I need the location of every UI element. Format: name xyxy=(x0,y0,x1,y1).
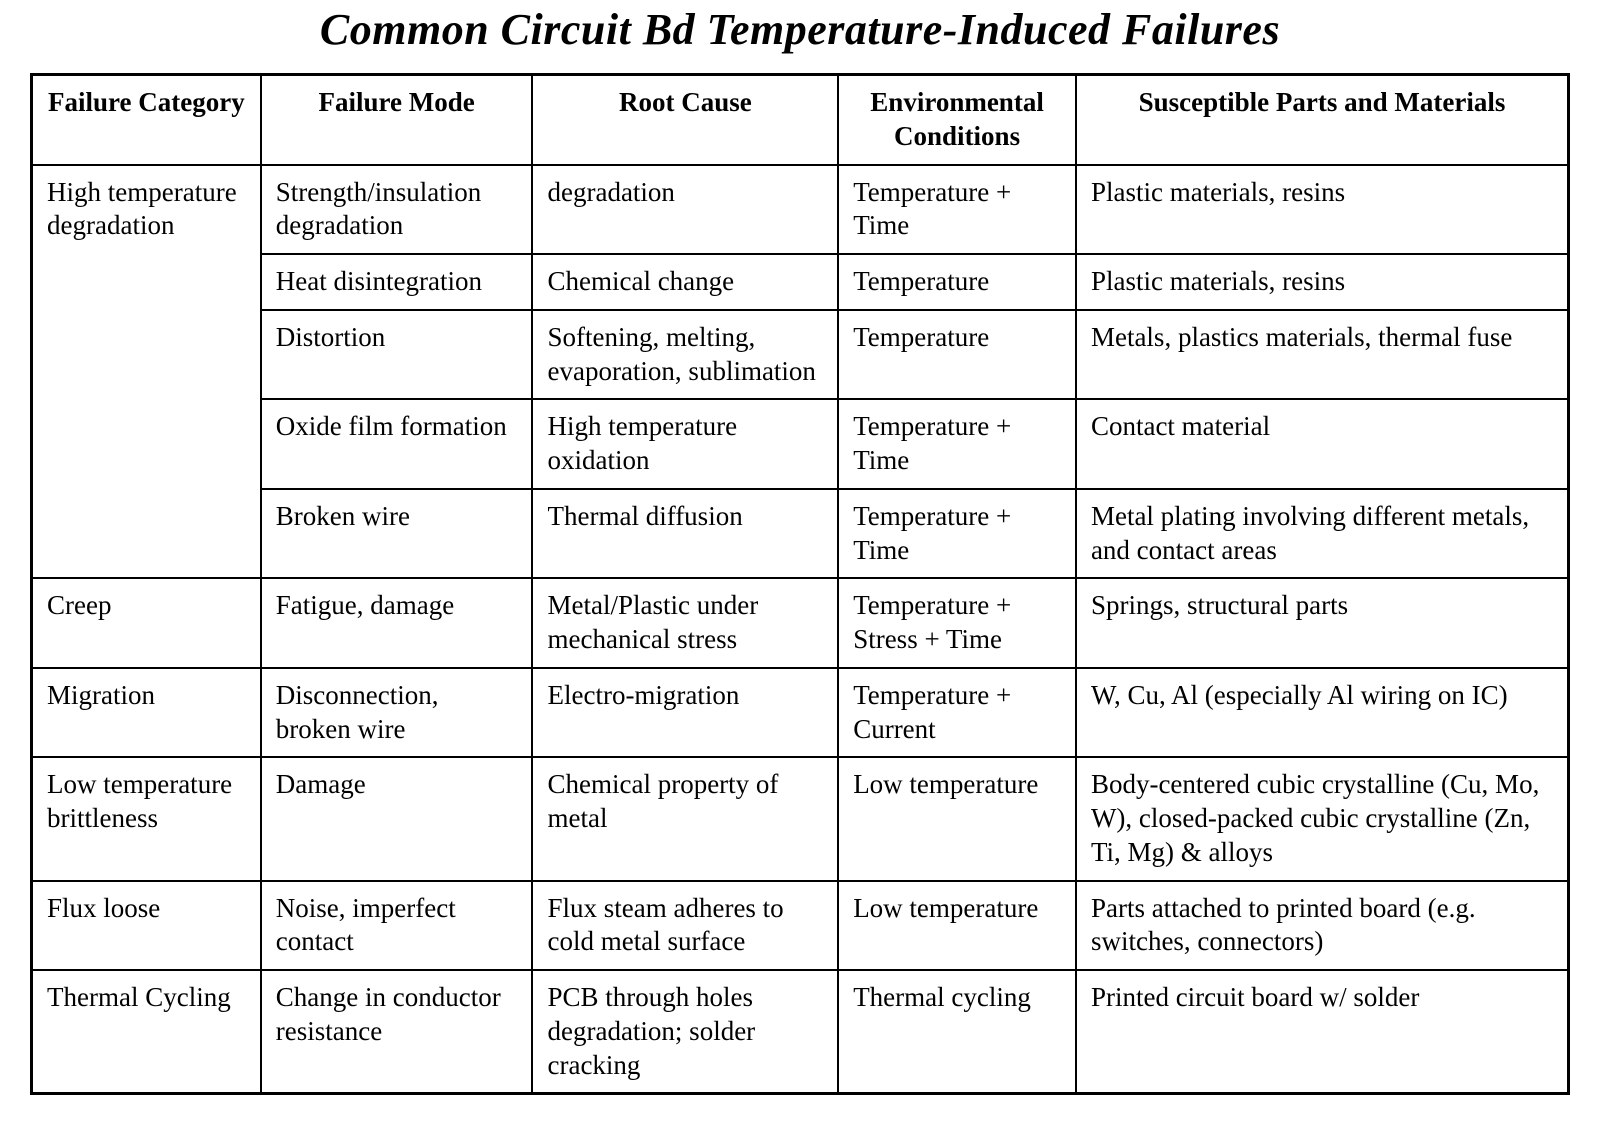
table-row: Thermal Cycling Change in conductor resi… xyxy=(32,970,1569,1094)
cell-category: Low temperature brittleness xyxy=(32,757,261,880)
col-header-cause: Root Cause xyxy=(532,75,838,165)
cell-env: Temperature xyxy=(838,310,1076,400)
cell-cause: Softening, melting, evaporation, sublima… xyxy=(532,310,838,400)
cell-env: Temperature + Current xyxy=(838,668,1076,758)
cell-cause: PCB through holes degradation; solder cr… xyxy=(532,970,838,1094)
cell-cause: degradation xyxy=(532,165,838,255)
table-row: Distortion Softening, melting, evaporati… xyxy=(32,310,1569,400)
table-row: Migration Disconnection, broken wire Ele… xyxy=(32,668,1569,758)
table-row: Creep Fatigue, damage Metal/Plastic unde… xyxy=(32,578,1569,668)
cell-cause: Thermal diffusion xyxy=(532,489,838,579)
cell-mode: Fatigue, damage xyxy=(261,578,533,668)
table-row: Flux loose Noise, imperfect contact Flux… xyxy=(32,881,1569,971)
cell-env: Low temperature xyxy=(838,881,1076,971)
cell-mode: Broken wire xyxy=(261,489,533,579)
cell-parts: Metals, plastics materials, thermal fuse xyxy=(1076,310,1569,400)
cell-parts: Printed circuit board w/ solder xyxy=(1076,970,1569,1094)
table-row: Low temperature brittleness Damage Chemi… xyxy=(32,757,1569,880)
cell-cause: Flux steam adheres to cold metal surface xyxy=(532,881,838,971)
cell-category: Creep xyxy=(32,578,261,668)
cell-parts: Springs, structural parts xyxy=(1076,578,1569,668)
cell-parts: Metal plating involving different metals… xyxy=(1076,489,1569,579)
cell-env: Temperature + Time xyxy=(838,399,1076,489)
cell-mode: Noise, imperfect contact xyxy=(261,881,533,971)
cell-mode: Strength/insulation degradation xyxy=(261,165,533,255)
cell-parts: Plastic materials, resins xyxy=(1076,165,1569,255)
cell-env: Temperature + Time xyxy=(838,489,1076,579)
cell-parts: Parts attached to printed board (e.g. sw… xyxy=(1076,881,1569,971)
cell-cause: High temperature oxidation xyxy=(532,399,838,489)
cell-mode: Disconnection, broken wire xyxy=(261,668,533,758)
table-row: Broken wire Thermal diffusion Temperatur… xyxy=(32,489,1569,579)
cell-category: High temperature degradation xyxy=(32,165,261,579)
page: Common Circuit Bd Temperature-Induced Fa… xyxy=(0,4,1600,1125)
table-row: Oxide film formation High temperature ox… xyxy=(32,399,1569,489)
cell-env: Temperature xyxy=(838,254,1076,310)
cell-category: Flux loose xyxy=(32,881,261,971)
col-header-category: Failure Category xyxy=(32,75,261,165)
cell-mode: Damage xyxy=(261,757,533,880)
cell-parts: Body-centered cubic crystalline (Cu, Mo,… xyxy=(1076,757,1569,880)
cell-env: Low temperature xyxy=(838,757,1076,880)
cell-cause: Chemical change xyxy=(532,254,838,310)
failures-table: Failure Category Failure Mode Root Cause… xyxy=(30,73,1570,1095)
cell-mode: Heat disintegration xyxy=(261,254,533,310)
page-title: Common Circuit Bd Temperature-Induced Fa… xyxy=(30,4,1570,55)
cell-env: Thermal cycling xyxy=(838,970,1076,1094)
cell-category: Migration xyxy=(32,668,261,758)
cell-cause: Metal/Plastic under mechanical stress xyxy=(532,578,838,668)
cell-parts: W, Cu, Al (especially Al wiring on IC) xyxy=(1076,668,1569,758)
table-row: High temperature degradation Strength/in… xyxy=(32,165,1569,255)
table-header-row: Failure Category Failure Mode Root Cause… xyxy=(32,75,1569,165)
cell-parts: Contact material xyxy=(1076,399,1569,489)
cell-parts: Plastic materials, resins xyxy=(1076,254,1569,310)
cell-cause: Electro-migration xyxy=(532,668,838,758)
col-header-mode: Failure Mode xyxy=(261,75,533,165)
table-row: Heat disintegration Chemical change Temp… xyxy=(32,254,1569,310)
cell-env: Temperature + Time xyxy=(838,165,1076,255)
cell-env: Temperature + Stress + Time xyxy=(838,578,1076,668)
col-header-env: Environmental Conditions xyxy=(838,75,1076,165)
col-header-parts: Susceptible Parts and Materials xyxy=(1076,75,1569,165)
cell-category: Thermal Cycling xyxy=(32,970,261,1094)
cell-mode: Oxide film formation xyxy=(261,399,533,489)
cell-mode: Distortion xyxy=(261,310,533,400)
cell-mode: Change in conductor resistance xyxy=(261,970,533,1094)
cell-cause: Chemical property of metal xyxy=(532,757,838,880)
